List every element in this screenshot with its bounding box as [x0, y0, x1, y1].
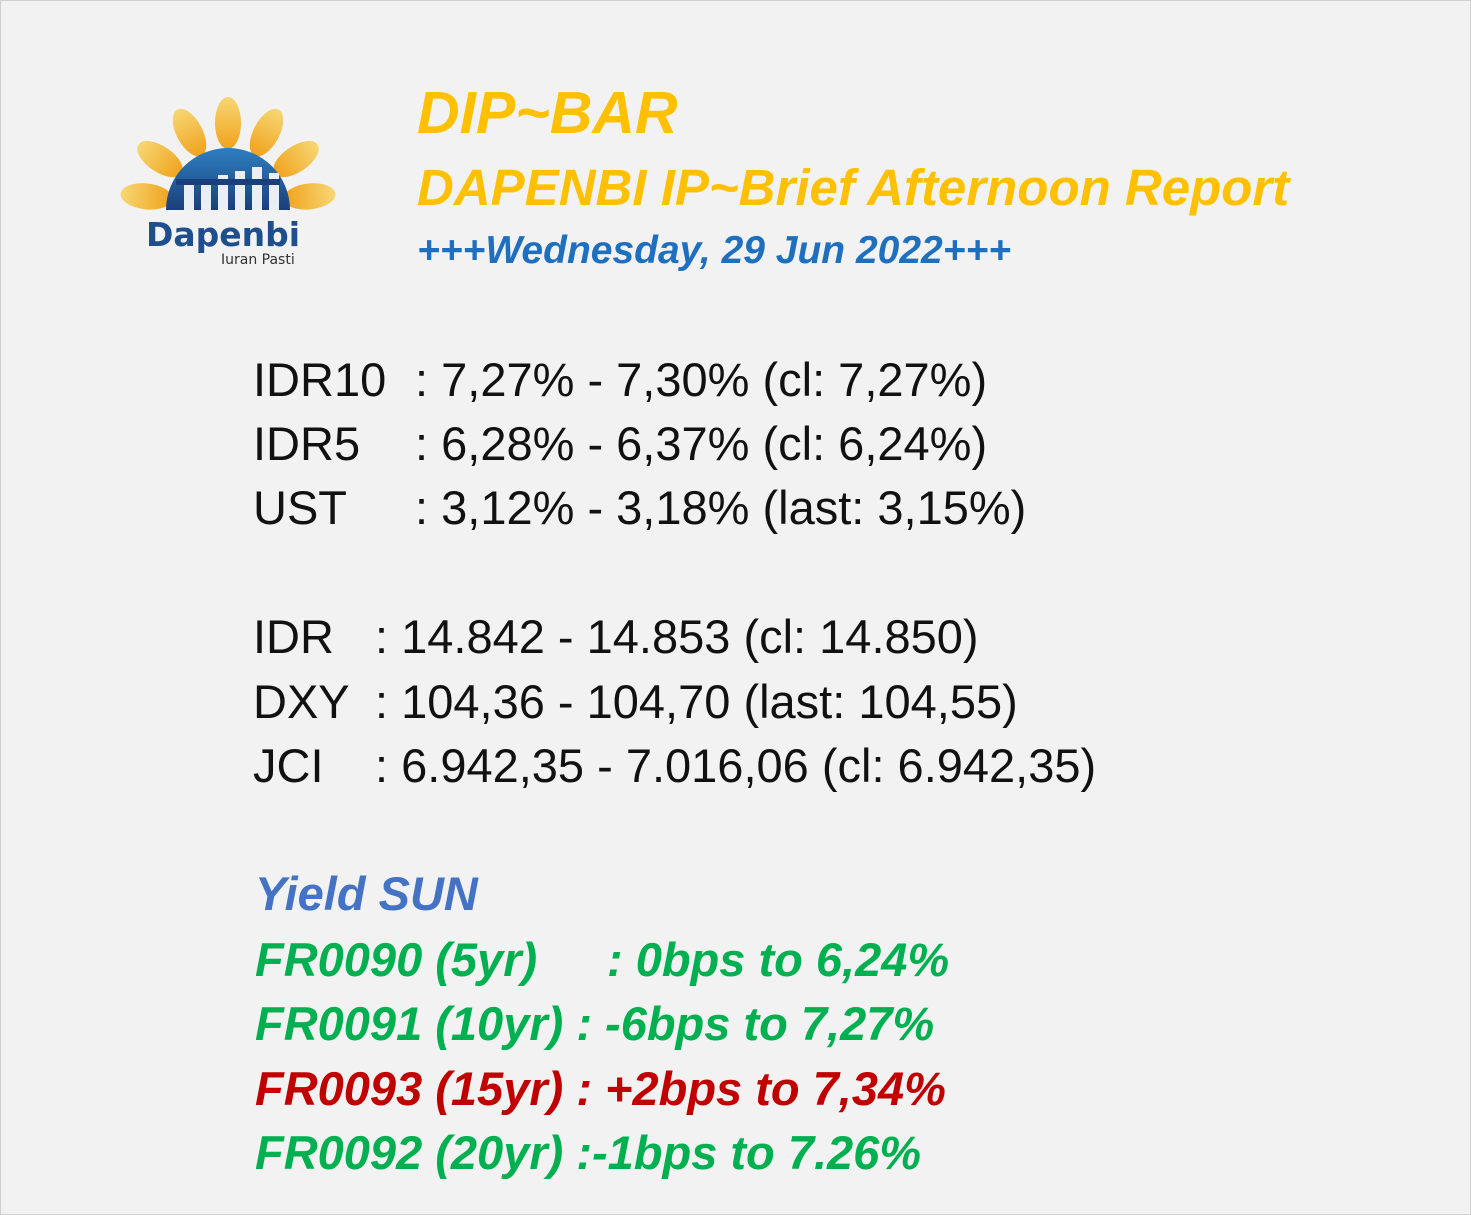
yield-value: :-1bps to 7.26% — [563, 1126, 922, 1179]
yield-row-fr0092: FR0092 (20yr) :-1bps to 7.26% — [255, 1125, 921, 1181]
yield-label: FR0091 (10yr) — [255, 997, 564, 1050]
logo-petal — [215, 97, 241, 149]
market-value: : 14.842 - 14.853 (cl: 14.850) — [375, 610, 979, 663]
rate-row-idr5: IDR5 : 6,28% - 6,37% (cl: 6,24%) — [253, 416, 987, 472]
yield-heading: Yield SUN — [255, 867, 478, 920]
rate-label: IDR5 — [253, 417, 361, 470]
rate-value: : 3,12% - 3,18% (last: 3,15%) — [415, 481, 1027, 534]
rate-value: : 7,27% - 7,30% (cl: 7,27%) — [415, 353, 988, 406]
rate-row-idr10: IDR10 : 7,27% - 7,30% (cl: 7,27%) — [253, 352, 987, 408]
report-date: +++Wednesday, 29 Jun 2022+++ — [417, 229, 1012, 272]
logo-petal — [172, 108, 207, 157]
yield-row-fr0093: FR0093 (15yr) : +2bps to 7,34% — [255, 1061, 946, 1117]
yield-row-fr0091: FR0091 (10yr) : -6bps to 7,27% — [255, 996, 934, 1052]
market-value: : 6.942,35 - 7.016,06 (cl: 6.942,35) — [375, 739, 1097, 792]
logo-petal — [120, 183, 173, 210]
rate-label: IDR10 — [253, 353, 387, 406]
report-title: DIP~BAR — [417, 80, 678, 146]
yield-value: : 0bps to 6,24% — [607, 933, 950, 986]
logo-petal — [273, 141, 319, 178]
sunflower-logo-icon — [120, 97, 336, 210]
market-label: JCI — [253, 739, 324, 792]
market-value: : 104,36 - 104,70 (last: 104,55) — [375, 675, 1018, 728]
yield-label: FR0090 (5yr) — [255, 933, 538, 986]
yield-label: FR0093 (15yr) — [255, 1062, 564, 1115]
yield-value: : -6bps to 7,27% — [563, 997, 935, 1050]
logo-petal — [283, 183, 336, 210]
logo-tagline: Iuran Pasti — [221, 252, 295, 268]
rate-value: : 6,28% - 6,37% (cl: 6,24%) — [415, 417, 988, 470]
dapenbi-logo: Dapenbi Iuran Pasti — [88, 55, 368, 270]
yield-value: : +2bps to 7,34% — [563, 1062, 946, 1115]
rate-label: UST — [253, 481, 347, 534]
market-row-dxy: DXY : 104,36 - 104,70 (last: 104,55) — [253, 674, 1018, 730]
logo-petal — [137, 141, 183, 178]
market-row-idr: IDR : 14.842 - 14.853 (cl: 14.850) — [253, 609, 979, 665]
market-row-jci: JCI : 6.942,35 - 7.016,06 (cl: 6.942,35) — [253, 738, 1096, 794]
logo-brand-text: Dapenbi — [146, 215, 301, 254]
rate-row-ust: UST : 3,12% - 3,18% (last: 3,15%) — [253, 480, 1026, 536]
yield-label: FR0092 (20yr) — [255, 1126, 564, 1179]
report-subtitle: DAPENBI IP~Brief Afternoon Report — [417, 159, 1290, 216]
yield-row-fr0090: FR0090 (5yr) : 0bps to 6,24% — [255, 932, 949, 988]
logo-petal — [249, 108, 284, 157]
market-label: DXY — [253, 675, 350, 728]
market-label: IDR — [253, 610, 334, 663]
